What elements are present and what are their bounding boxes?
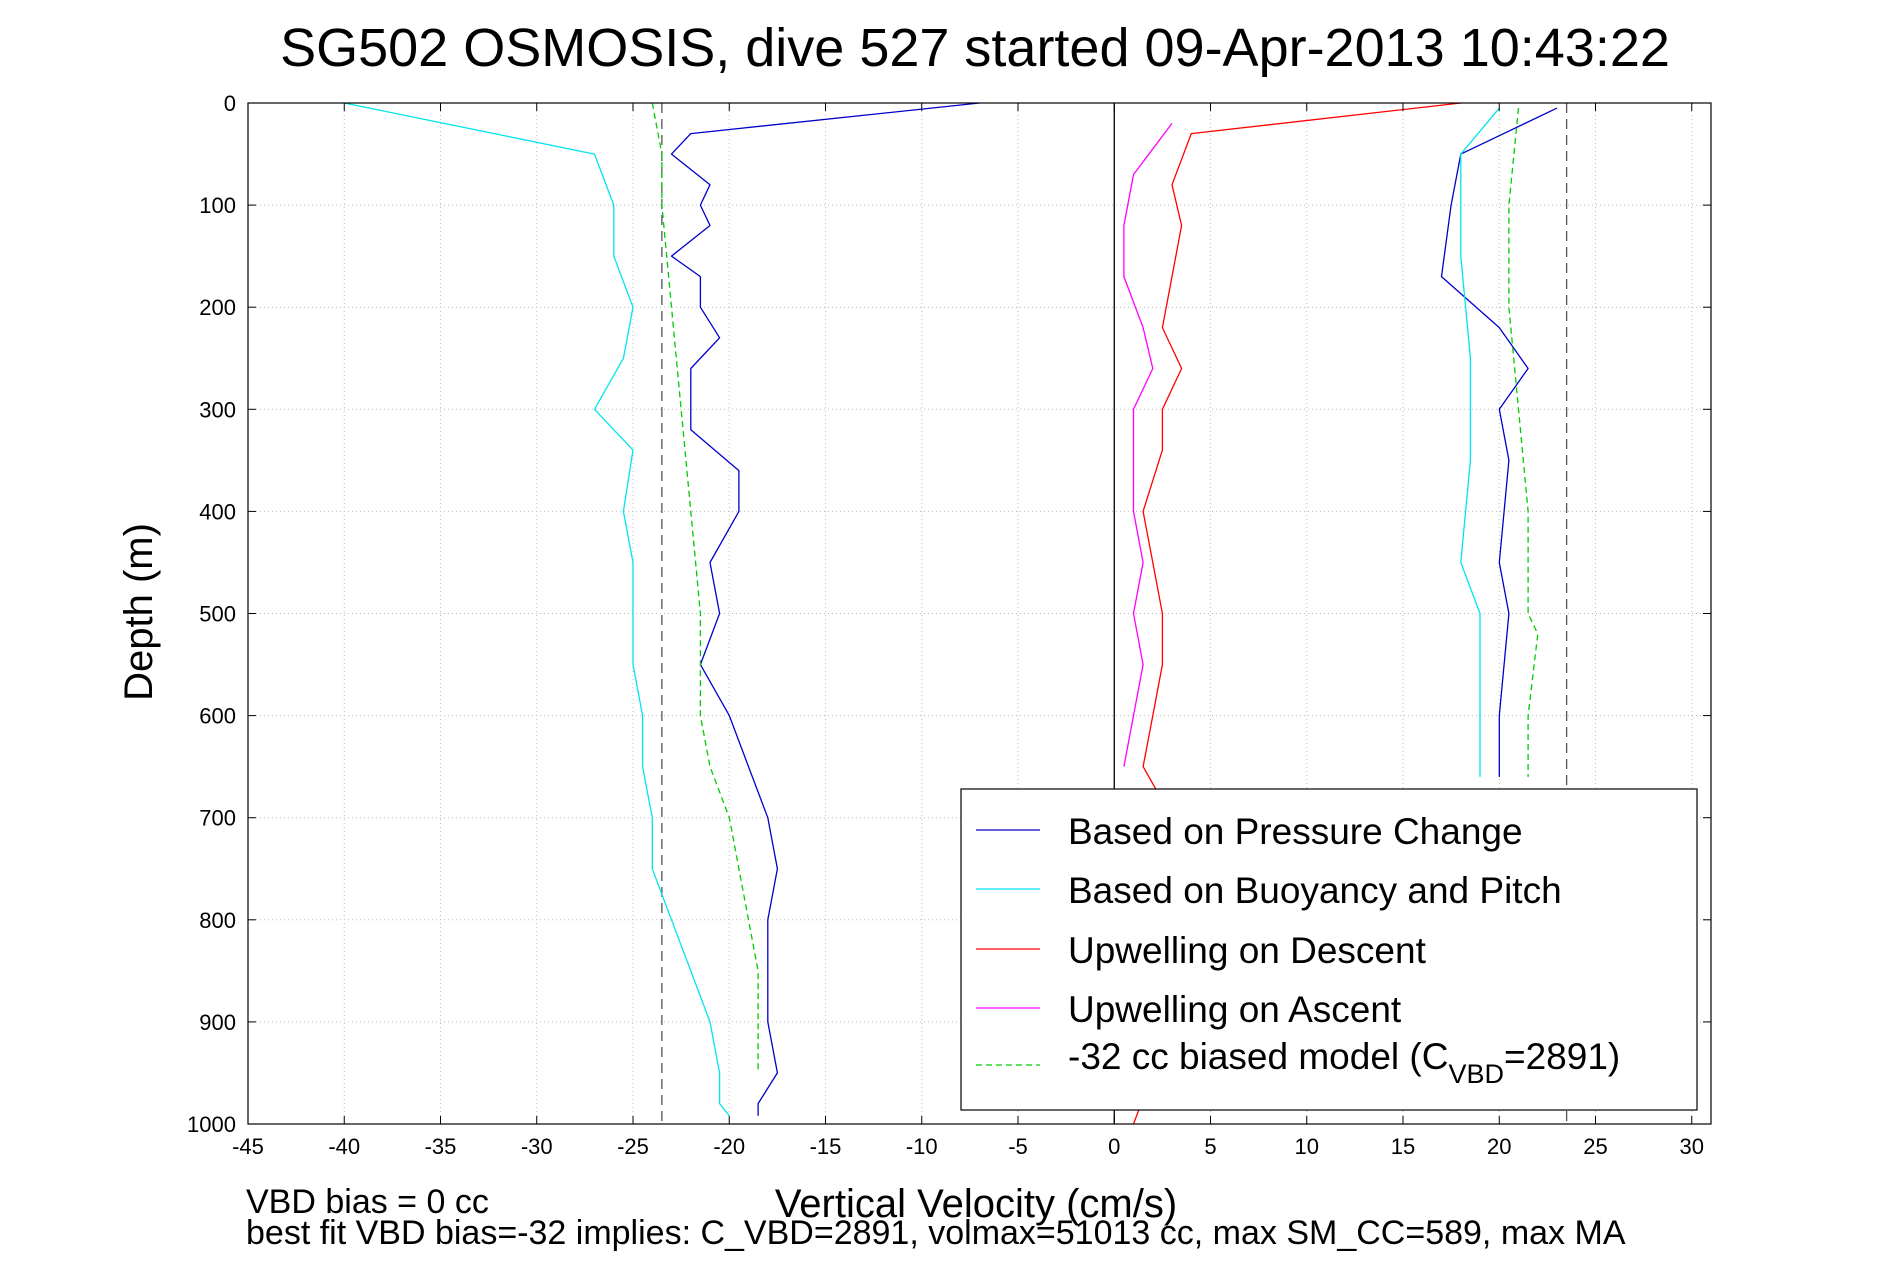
- y-axis-label: Depth (m): [117, 523, 161, 701]
- legend-label: -32 cc biased model (CVBD=2891): [1068, 1036, 1620, 1089]
- x-tick-label: 25: [1583, 1134, 1607, 1159]
- footer-line-1: VBD bias = 0 cc: [246, 1183, 489, 1221]
- y-tick-label: 500: [199, 602, 236, 627]
- x-tick-label: -45: [232, 1134, 264, 1159]
- legend-label: Based on Pressure Change: [1068, 811, 1523, 852]
- data-series: [344, 102, 1558, 1125]
- legend: Based on Pressure Change Based on Buoyan…: [960, 788, 1698, 1111]
- y-axis-ticks: 0 100 200 300 400 500 600 700 800 900 1000: [187, 91, 1711, 1137]
- legend-box: [960, 788, 1698, 1111]
- legend-label: Upwelling on Ascent: [1068, 989, 1402, 1030]
- x-tick-label: -10: [906, 1134, 938, 1159]
- chart-title: SG502 OSMOSIS, dive 527 started 09-Apr-2…: [280, 18, 1670, 78]
- x-tick-label: 20: [1487, 1134, 1511, 1159]
- y-tick-label: 100: [199, 193, 236, 218]
- x-tick-label: 5: [1204, 1134, 1216, 1159]
- y-tick-label: 600: [199, 704, 236, 729]
- series-line: [1460, 107, 1500, 777]
- legend-label: Upwelling on Descent: [1068, 930, 1427, 971]
- series-line: [670, 102, 980, 1116]
- x-tick-label: -25: [617, 1134, 649, 1159]
- y-tick-label: 700: [199, 806, 236, 831]
- x-tick-label: -40: [328, 1134, 360, 1159]
- x-tick-label: -15: [810, 1134, 842, 1159]
- x-tick-label: 0: [1108, 1134, 1120, 1159]
- legend-entry-upwelling-descent: Upwelling on Descent: [976, 930, 1427, 971]
- legend-entry-upwelling-ascent: Upwelling on Ascent: [976, 989, 1402, 1030]
- x-tick-label: 30: [1680, 1134, 1704, 1159]
- series-line: [1440, 107, 1558, 777]
- y-tick-label: 300: [199, 397, 236, 422]
- legend-label: Based on Buoyancy and Pitch: [1068, 870, 1562, 911]
- series-line: [344, 102, 730, 1117]
- y-tick-label: 400: [199, 499, 236, 524]
- x-tick-label: 15: [1391, 1134, 1415, 1159]
- x-tick-label: 10: [1295, 1134, 1319, 1159]
- footer-line-2: best fit VBD bias=-32 implies: C_VBD=289…: [246, 1214, 1626, 1252]
- y-tick-label: 0: [224, 91, 236, 116]
- y-tick-label: 900: [199, 1010, 236, 1035]
- x-tick-label: -5: [1008, 1134, 1028, 1159]
- legend-entry-pressure: Based on Pressure Change: [976, 811, 1523, 852]
- y-tick-label: 200: [199, 295, 236, 320]
- series-line: [651, 102, 759, 1073]
- legend-entry-biased-model: -32 cc biased model (CVBD=2891): [976, 1036, 1620, 1089]
- y-tick-label: 1000: [187, 1112, 236, 1137]
- legend-entry-buoyancy: Based on Buoyancy and Pitch: [976, 870, 1562, 911]
- x-tick-label: -30: [521, 1134, 553, 1159]
- x-tick-label: -20: [713, 1134, 745, 1159]
- series-line: [1508, 108, 1539, 777]
- y-tick-label: 800: [199, 908, 236, 933]
- x-axis-label: Vertical Velocity (cm/s): [775, 1182, 1177, 1226]
- series-line: [1123, 123, 1173, 767]
- x-axis-ticks: -45 -40 -35 -30 -25 -20 -15 -10 -5 0 5 10 15 20 25 30: [232, 103, 1704, 1159]
- x-tick-label: -35: [425, 1134, 457, 1159]
